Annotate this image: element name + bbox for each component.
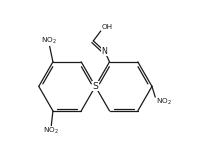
Text: OH: OH: [101, 24, 113, 30]
Text: S: S: [92, 82, 98, 91]
Text: N: N: [102, 47, 108, 56]
Text: NO$_2$: NO$_2$: [156, 97, 172, 107]
Text: NO$_2$: NO$_2$: [43, 126, 59, 136]
Text: NO$_2$: NO$_2$: [41, 36, 57, 46]
